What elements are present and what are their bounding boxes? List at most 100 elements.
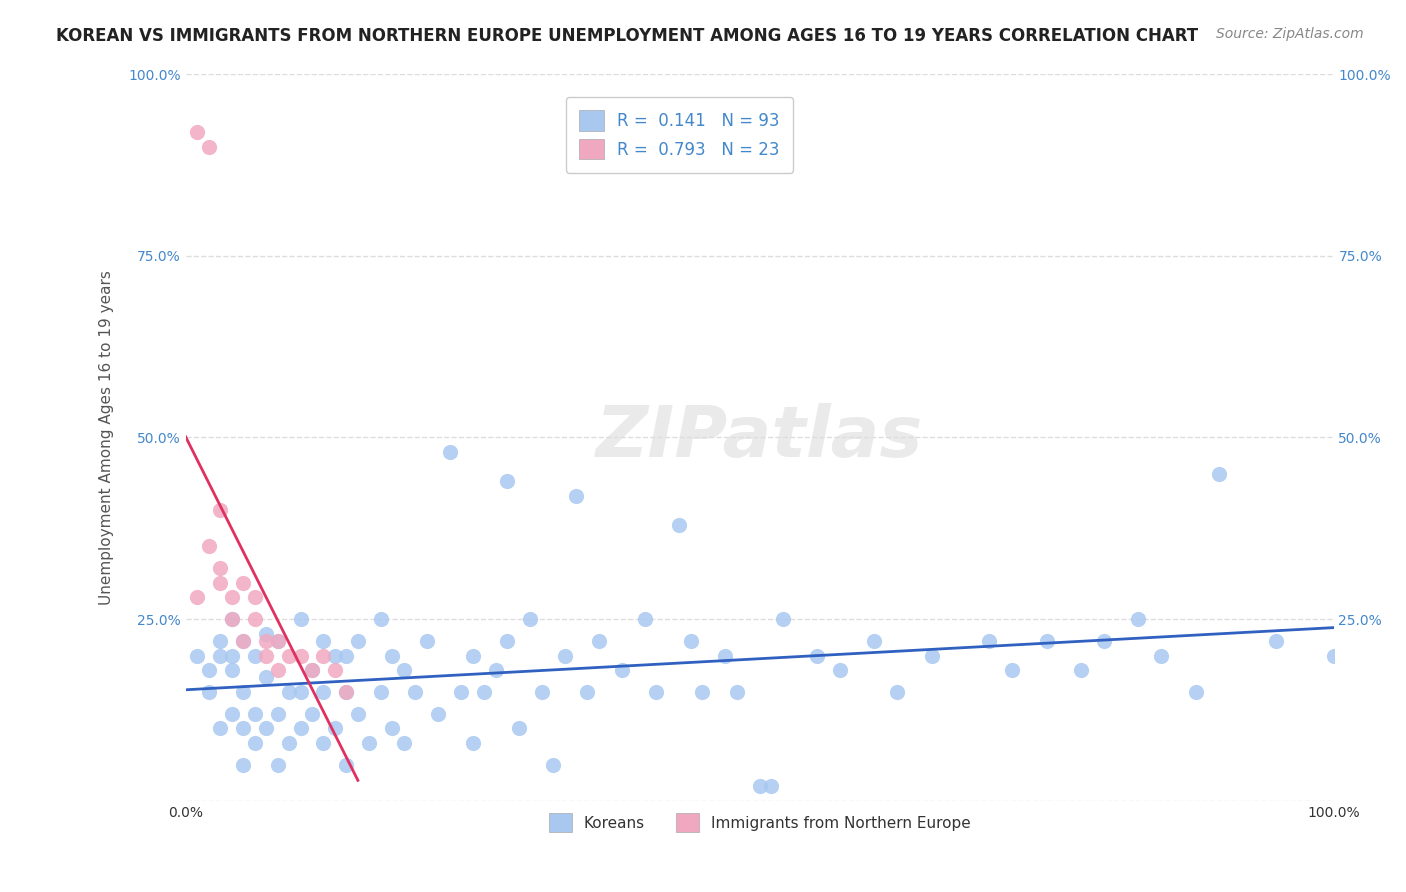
Point xyxy=(553,648,575,663)
Point xyxy=(381,648,404,663)
Point xyxy=(323,721,346,735)
Point xyxy=(1092,634,1115,648)
Point xyxy=(1035,634,1057,648)
Point xyxy=(335,757,357,772)
Point xyxy=(1208,467,1230,481)
Y-axis label: Unemployment Among Ages 16 to 19 years: Unemployment Among Ages 16 to 19 years xyxy=(100,270,114,605)
Point xyxy=(392,736,415,750)
Point xyxy=(209,503,232,517)
Text: ZIPatlas: ZIPatlas xyxy=(596,403,924,472)
Point xyxy=(772,612,794,626)
Point xyxy=(485,663,508,677)
Point xyxy=(254,721,277,735)
Point xyxy=(863,634,886,648)
Point xyxy=(254,634,277,648)
Point xyxy=(290,648,312,663)
Point xyxy=(197,685,219,699)
Point xyxy=(806,648,828,663)
Point xyxy=(541,757,564,772)
Point xyxy=(668,517,690,532)
Point xyxy=(312,634,335,648)
Point xyxy=(1128,612,1150,626)
Point xyxy=(370,612,392,626)
Point xyxy=(496,634,519,648)
Point xyxy=(278,648,301,663)
Point xyxy=(335,648,357,663)
Point xyxy=(1265,634,1288,648)
Point xyxy=(347,706,370,721)
Point xyxy=(254,670,277,684)
Point xyxy=(427,706,450,721)
Point xyxy=(530,685,553,699)
Point xyxy=(519,612,541,626)
Point xyxy=(301,706,323,721)
Point xyxy=(221,706,243,721)
Point xyxy=(232,575,254,590)
Point xyxy=(221,648,243,663)
Point xyxy=(209,634,232,648)
Point xyxy=(645,685,668,699)
Point xyxy=(197,663,219,677)
Point xyxy=(243,648,266,663)
Point xyxy=(254,626,277,640)
Point xyxy=(301,663,323,677)
Point xyxy=(416,634,439,648)
Point xyxy=(381,721,404,735)
Point xyxy=(508,721,530,735)
Point xyxy=(186,125,208,139)
Point xyxy=(335,685,357,699)
Point xyxy=(312,685,335,699)
Point xyxy=(243,612,266,626)
Point xyxy=(496,474,519,488)
Point xyxy=(347,634,370,648)
Point xyxy=(312,736,335,750)
Point xyxy=(301,663,323,677)
Point xyxy=(323,648,346,663)
Point xyxy=(828,663,851,677)
Point xyxy=(243,736,266,750)
Point xyxy=(921,648,943,663)
Point xyxy=(1001,663,1024,677)
Point xyxy=(748,780,770,794)
Point xyxy=(1070,663,1092,677)
Point xyxy=(979,634,1001,648)
Point xyxy=(690,685,713,699)
Point xyxy=(232,634,254,648)
Point xyxy=(232,685,254,699)
Point xyxy=(725,685,748,699)
Point xyxy=(392,663,415,677)
Point xyxy=(221,612,243,626)
Point xyxy=(370,685,392,699)
Point xyxy=(1322,648,1344,663)
Point xyxy=(886,685,908,699)
Point xyxy=(404,685,426,699)
Point xyxy=(610,663,633,677)
Point xyxy=(278,685,301,699)
Point xyxy=(209,561,232,575)
Point xyxy=(243,706,266,721)
Point xyxy=(1150,648,1173,663)
Point xyxy=(197,540,219,554)
Point xyxy=(209,575,232,590)
Point xyxy=(576,685,599,699)
Point xyxy=(197,139,219,153)
Point xyxy=(290,721,312,735)
Point xyxy=(266,757,288,772)
Point xyxy=(634,612,657,626)
Point xyxy=(266,663,288,677)
Point xyxy=(254,648,277,663)
Point xyxy=(461,648,484,663)
Point xyxy=(461,736,484,750)
Point xyxy=(472,685,495,699)
Point xyxy=(209,721,232,735)
Point xyxy=(714,648,737,663)
Point xyxy=(243,591,266,605)
Point xyxy=(232,757,254,772)
Point xyxy=(278,736,301,750)
Point xyxy=(266,634,288,648)
Point xyxy=(450,685,472,699)
Point xyxy=(1184,685,1206,699)
Point xyxy=(759,780,782,794)
Point xyxy=(312,648,335,663)
Point xyxy=(266,706,288,721)
